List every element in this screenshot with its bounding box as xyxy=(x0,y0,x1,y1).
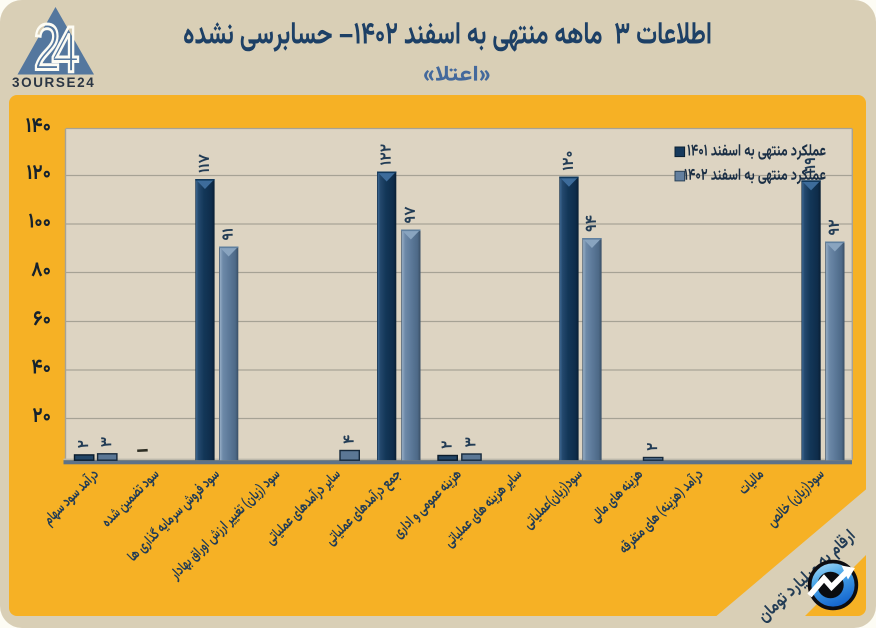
svg-text:3OURSE24: 3OURSE24 xyxy=(12,75,95,90)
svg-text:4: 4 xyxy=(52,13,80,86)
svg-text:2: 2 xyxy=(34,11,61,84)
